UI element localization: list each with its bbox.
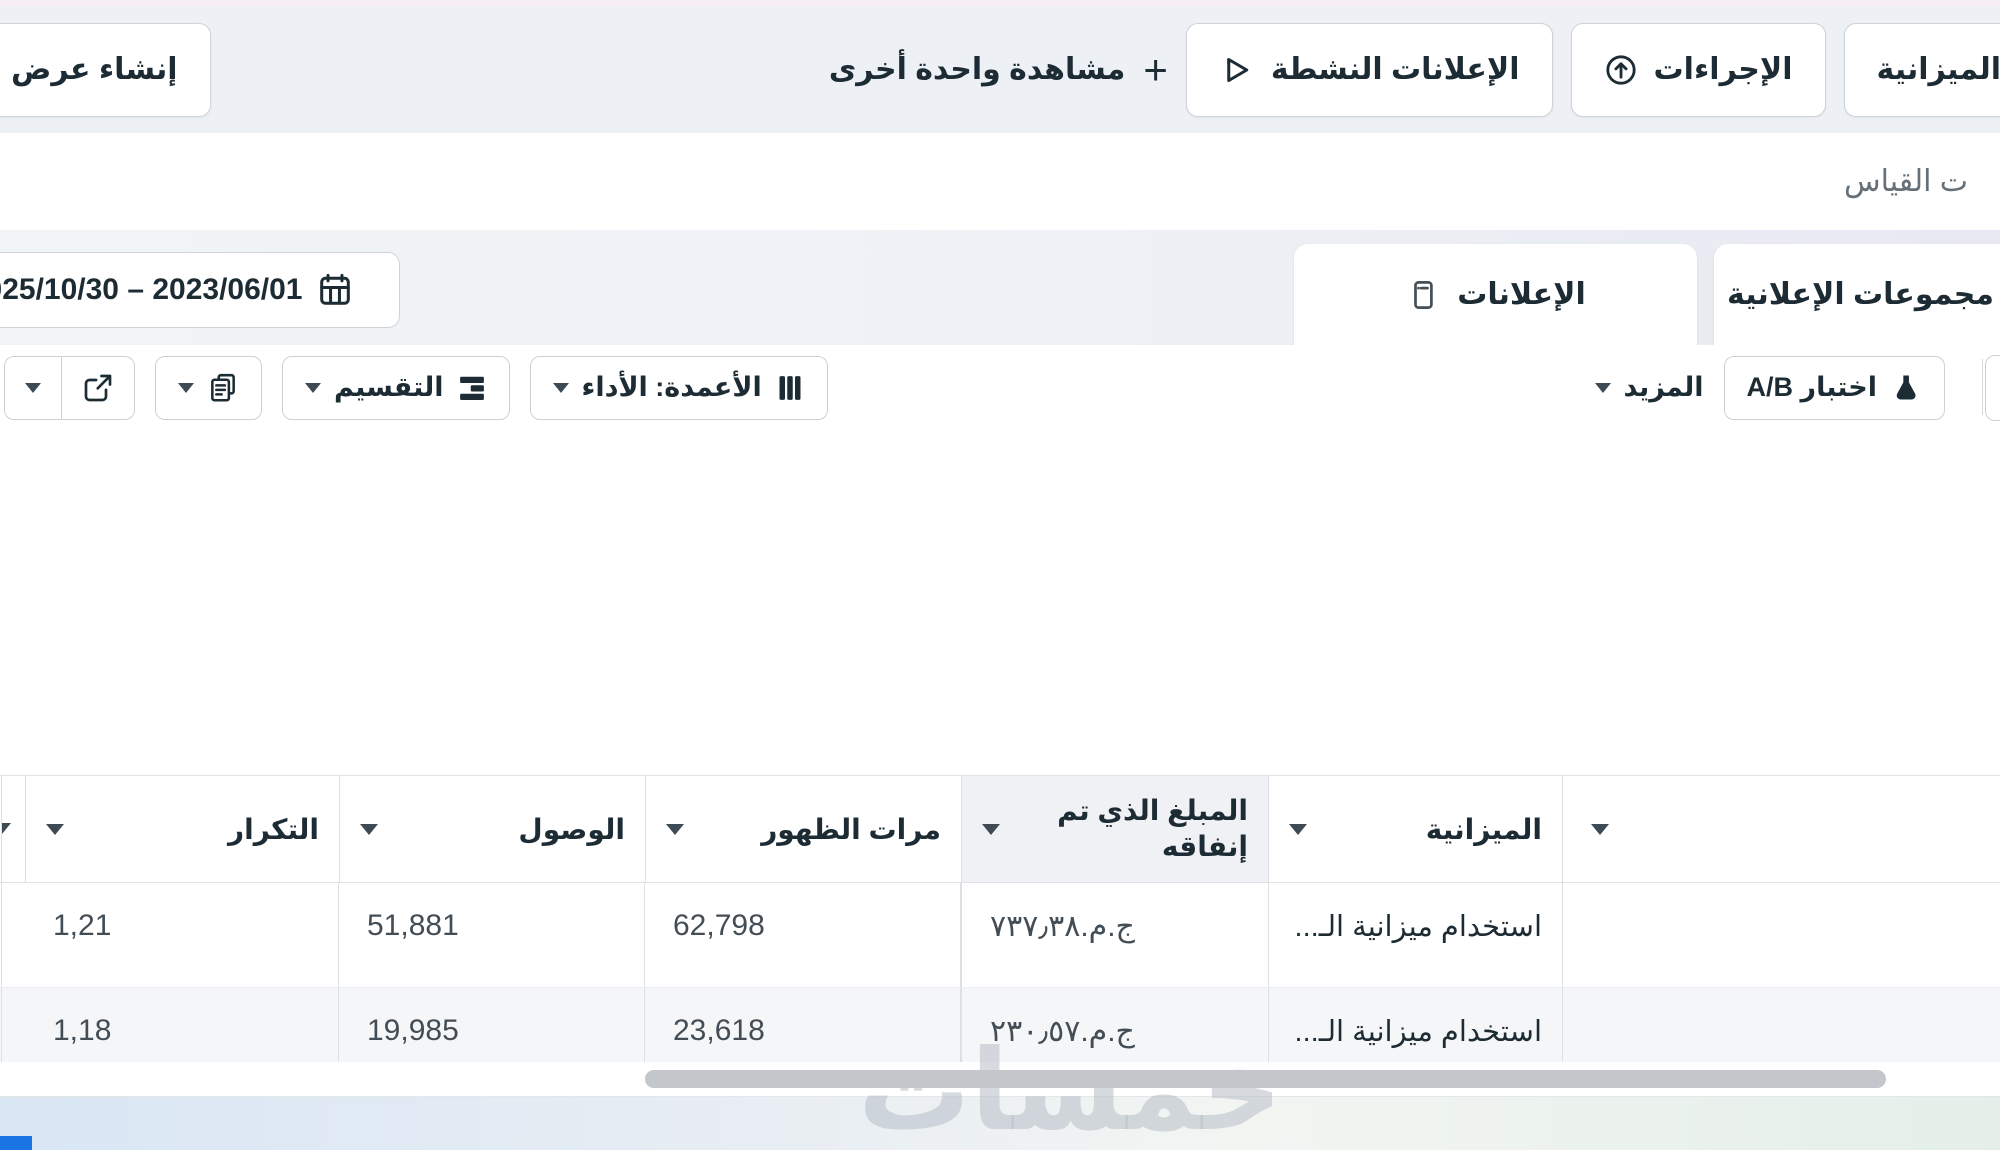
date-range-button[interactable]: 025/10/30 – 2023/06/01 [0,252,400,328]
cell-amount-spent: ج.م.٢٣٠٫٥٧ [961,988,1268,1092]
columns-label: الأعمدة: الأداء [581,372,762,402]
content-panel: اختبار A/B المزيد الأعمدة: الأداء [0,345,2000,1150]
breakdown-icon [457,373,487,403]
breakdown-button[interactable]: التقسيم [282,355,510,420]
cell-budget: استخدام ميزانية الـ... [1268,883,1562,987]
export-options-button[interactable] [5,356,62,419]
chevron-down-icon [552,382,569,393]
actions-button[interactable]: الإجراءات [1570,22,1826,117]
measurement-label: ت القياس [1843,165,1968,198]
chevron-down-icon [305,382,321,393]
column-header-cut[interactable] [1,776,25,882]
active-ads-button[interactable]: الإعلانات النشطة [1185,22,1553,117]
columns-icon [775,373,805,403]
sort-arrow-icon[interactable] [982,823,1000,835]
plus-icon: + [1143,45,1168,93]
calendar-icon [316,271,354,309]
cell-budget: استخدام ميزانية الـ... [1268,988,1562,1092]
flask-icon [1890,372,1922,404]
frequency-header-label: التكرار [228,813,319,845]
sort-arrow-icon[interactable] [360,823,378,835]
table-header-row: الميزانية المبلغ الذي تم إنفاقه مرات الظ… [0,776,2000,883]
more-label: المزيد [1623,372,1704,402]
horizontal-scrollbar-thumb[interactable] [645,1070,1886,1088]
column-header-budget[interactable]: الميزانية [1268,776,1562,882]
sort-arrow-icon[interactable] [46,823,64,835]
cell-amount-spent: ج.م.٧٣٧٫٣٨ [961,883,1268,987]
active-ads-label: الإعلانات النشطة [1270,53,1520,86]
sort-arrow-icon[interactable] [1591,823,1609,835]
sort-arrow-icon[interactable] [1289,823,1307,835]
chevron-down-icon [178,382,194,393]
export-icon [82,372,114,404]
chevron-down-icon [25,382,41,393]
edge-cut-button[interactable] [1985,355,2000,421]
bottom-gradient-strip [0,1096,2000,1150]
tab-band: مجموعات الإعلانية الإعلانات 025/10/30 – … [0,230,2000,345]
sort-arrow-icon [2,823,11,834]
cell-impressions: 62,798 [645,883,961,987]
cell-cut [1,883,25,987]
table-row[interactable]: استخدام ميزانية الـ... ج.م.٧٣٧٫٣٨ 62,798… [0,883,2000,987]
columns-button[interactable]: الأعمدة: الأداء [529,355,828,420]
cell-impressions: 23,618 [645,988,961,1092]
toolbar: اختبار A/B المزيد الأعمدة: الأداء [0,345,2000,430]
cell-frequency: 1,18 [25,988,339,1092]
circle-up-icon [1604,53,1638,87]
add-one-more-view-button[interactable]: + مشاهدة واحدة أخرى [828,45,1168,93]
breakdown-label: التقسيم [334,372,444,402]
copy-report-icon [207,372,239,404]
budget-button[interactable]: ن الميزانية [1843,22,2000,117]
cell-frequency: 1,21 [25,883,339,987]
amount-spent-header-label: المبلغ الذي تم إنفاقه [1057,794,1248,862]
column-header-name[interactable] [1562,776,2000,882]
sort-arrow-icon[interactable] [666,823,684,835]
ab-test-label: اختبار A/B [1746,372,1877,402]
column-header-reach[interactable]: الوصول [339,776,645,882]
tab-ad-sets-label: مجموعات الإعلانية [1727,278,1994,311]
tab-ads[interactable]: الإعلانات [1294,244,1697,345]
column-header-impressions[interactable]: مرات الظهور [645,776,961,882]
bottom-left-blue-element [0,1136,32,1150]
budget-header-label: الميزانية [1425,813,1542,845]
ab-test-button[interactable]: اختبار A/B [1723,355,1945,420]
chevron-down-icon [1594,382,1611,393]
cell-name [1562,988,2000,1092]
cell-reach: 19,985 [339,988,645,1092]
tab-ads-label: الإعلانات [1457,278,1586,311]
column-header-amount-spent[interactable]: المبلغ الذي تم إنفاقه [961,776,1268,882]
add-view-label: مشاهدة واحدة أخرى [828,53,1126,86]
export-split-button [4,355,135,420]
budget-button-label: ن الميزانية [1876,53,2000,86]
column-header-frequency[interactable]: التكرار [25,776,339,882]
duplicate-report-button[interactable] [155,355,262,420]
app-header: ن الميزانية الإجراءات الإعلانات النشطة +… [0,6,2000,133]
date-range-label: 025/10/30 – 2023/06/01 [0,273,303,306]
cell-name [1562,883,2000,987]
reach-header-label: الوصول [518,813,625,845]
cell-reach: 51,881 [339,883,645,987]
more-button[interactable]: المزيد [1594,372,1704,403]
actions-button-label: الإجراءات [1653,53,1793,86]
create-view-label: إنشاء عرض [11,53,178,86]
tab-ad-sets[interactable]: مجموعات الإعلانية [1714,244,2000,345]
toolbar-divider [1982,359,1983,415]
impressions-header-label: مرات الظهور [761,813,941,845]
create-view-button[interactable]: إنشاء عرض [0,22,211,117]
send-icon [1219,52,1255,88]
measurement-band: ت القياس [0,133,2000,230]
top-edge-strip [0,0,2000,6]
export-button[interactable] [62,357,134,419]
cell-cut [1,988,25,1092]
watermark-text: خمسات [858,1028,1283,1150]
ad-frame-icon [1405,277,1441,313]
